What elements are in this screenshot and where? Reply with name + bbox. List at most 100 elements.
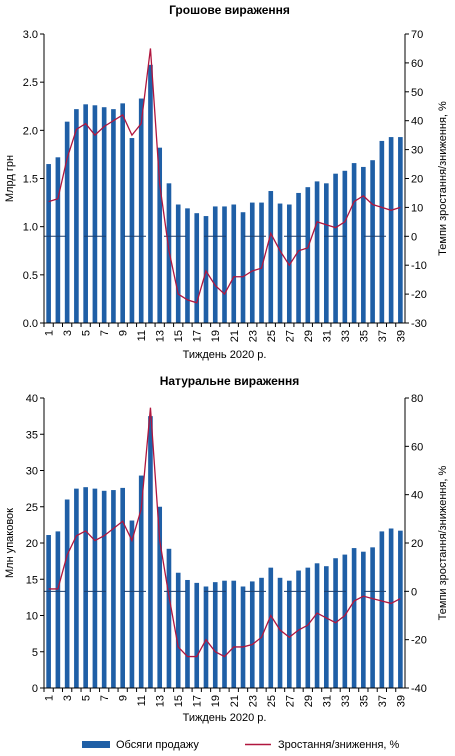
x-tick-label: 33	[340, 695, 352, 707]
y-right-tick-label: 60	[411, 441, 423, 453]
bar-week-17	[194, 213, 200, 323]
bar-week-23	[249, 202, 255, 323]
x-tick-label: 37	[377, 695, 389, 707]
bar-week-36	[370, 160, 375, 323]
bar-week-12	[148, 416, 153, 689]
y-left-tick-label: 2.5	[23, 77, 38, 89]
bar-week-10	[129, 138, 135, 323]
y-right-tick-label: 50	[411, 87, 423, 99]
x-tick-label: 5	[81, 695, 93, 701]
bar-week-2	[55, 157, 61, 323]
x-tick-label: 35	[358, 695, 370, 707]
y-left-tick-label: 15	[26, 574, 38, 586]
bar-week-35	[361, 166, 366, 323]
bar-week-8	[111, 490, 116, 688]
bar-week-14	[166, 548, 172, 688]
bar-week-6	[92, 105, 98, 323]
bar-week-33	[342, 554, 348, 688]
bar-week-6	[92, 488, 98, 689]
bar-week-18	[203, 586, 209, 688]
bar-week-16	[185, 579, 190, 688]
bar-week-13	[157, 147, 163, 323]
bar-week-5	[83, 487, 88, 688]
x-tick-label: 23	[247, 695, 259, 707]
y-left-tick-label: 20	[26, 538, 38, 550]
bar-week-7	[101, 107, 107, 324]
bar-week-10	[129, 520, 135, 688]
y-left-tick-label: 35	[26, 429, 38, 441]
x-tick-label: 35	[358, 330, 370, 342]
bar-week-27	[286, 204, 292, 323]
chart-panel-monetary: Грошове вираження 0.0 0.5 1.0 1.5 2.0 2.5 3.0 -3…	[4, 3, 449, 361]
y-left-tick-label: 0.0	[23, 318, 38, 330]
y-axis-right-label: Темпи зростання/зниження, %	[437, 101, 449, 256]
y-right-tick-label: -20	[411, 289, 427, 301]
x-tick-label: 29	[303, 330, 315, 342]
y-right-tick-label: 70	[411, 29, 423, 41]
x-tick-label: 25	[266, 695, 278, 707]
bar-week-3	[64, 499, 70, 688]
x-tick-label: 15	[173, 330, 185, 342]
x-tick-label: 23	[247, 330, 259, 342]
x-tick-label: 1	[44, 695, 56, 701]
chart-title: Грошове вираження	[169, 3, 290, 17]
y-right-tick-label: 10	[411, 202, 423, 214]
bar-week-16	[185, 208, 190, 323]
y-right-tick-label: -10	[411, 260, 427, 272]
y-left-tick-label: 3.0	[23, 29, 38, 41]
bar-week-30	[314, 563, 320, 688]
bar-week-22	[240, 212, 246, 323]
x-tick-label: 9	[118, 330, 130, 336]
y-left-tick-label: 5	[32, 647, 38, 659]
x-tick-label: 7	[99, 695, 111, 701]
y-left-tick-label: 1.5	[23, 174, 38, 186]
bar-week-31	[324, 183, 329, 323]
bar-week-30	[314, 181, 320, 323]
x-tick-label: 7	[99, 330, 111, 336]
x-tick-label: 13	[155, 330, 167, 342]
bar-week-15	[175, 572, 181, 688]
bar-week-34	[351, 163, 357, 323]
bar-week-21	[231, 580, 237, 688]
x-tick-label: 27	[284, 330, 296, 342]
bar-week-37	[379, 140, 385, 323]
bar-week-36	[370, 547, 375, 688]
x-tick-label: 17	[192, 695, 204, 707]
bar-week-5	[83, 104, 88, 323]
bar-week-29	[305, 567, 311, 688]
bar-week-18	[203, 216, 209, 323]
x-tick-label: 29	[303, 695, 315, 707]
x-tick-label: 9	[118, 695, 130, 701]
bar-week-28	[296, 192, 301, 323]
bar-week-9	[120, 487, 125, 688]
bar-week-1	[46, 164, 51, 323]
x-tick-label: 19	[210, 330, 222, 342]
bar-week-26	[277, 577, 283, 688]
bar-week-38	[388, 528, 394, 688]
y-right-tick-label: 40	[411, 116, 423, 128]
x-tick-label: 25	[266, 330, 278, 342]
bar-week-21	[231, 204, 237, 323]
y-right-tick-label: 30	[411, 145, 423, 157]
bar-week-4	[74, 488, 79, 689]
bar-week-23	[249, 581, 255, 688]
bar-week-12	[148, 64, 153, 323]
bar-week-8	[111, 109, 116, 323]
bar-week-39	[398, 530, 403, 688]
x-tick-label: 3	[62, 695, 74, 701]
x-tick-label: 31	[321, 330, 333, 342]
y-right-tick-label: 40	[411, 490, 423, 502]
x-tick-label: 21	[229, 695, 241, 707]
y-axis-left-label: Млрд грн	[4, 155, 16, 202]
x-tick-label: 27	[284, 695, 296, 707]
x-tick-label: 1	[44, 330, 56, 336]
y-left-tick-label: 1.0	[23, 222, 38, 234]
x-tick-label: 15	[173, 695, 185, 707]
y-right-tick-label: -20	[411, 635, 427, 647]
bar-week-37	[379, 531, 385, 688]
bar-week-39	[398, 137, 403, 323]
y-axis-right-label: Темпи зростання/зниження, %	[437, 465, 449, 620]
x-tick-label: 11	[136, 330, 148, 341]
